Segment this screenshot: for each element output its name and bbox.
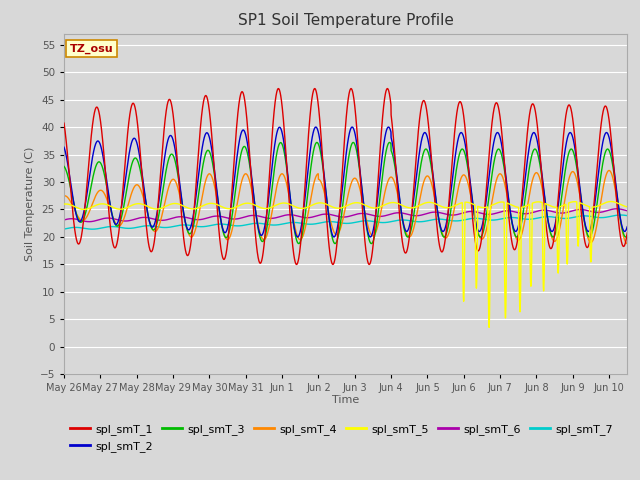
spl_smT_7 xyxy=(316,220,324,226)
spl_smT_3 xyxy=(619,228,627,234)
spl_smT_5 xyxy=(303,204,311,210)
spl_smT_5 xyxy=(316,200,324,206)
spl_smT_6 xyxy=(316,212,324,218)
spl_smT_7 xyxy=(304,221,312,227)
spl_smT_6 xyxy=(619,207,627,213)
X-axis label: Time: Time xyxy=(332,395,359,405)
spl_smT_7 xyxy=(60,226,68,232)
spl_smT_4 xyxy=(605,168,613,173)
Title: SP1 Soil Temperature Profile: SP1 Soil Temperature Profile xyxy=(237,13,454,28)
spl_smT_2 xyxy=(304,170,312,176)
spl_smT_4 xyxy=(619,230,627,236)
spl_smT_5 xyxy=(619,203,627,208)
spl_smT_2 xyxy=(505,196,513,202)
spl_smT_1 xyxy=(60,120,68,126)
spl_smT_1 xyxy=(304,141,312,147)
spl_smT_6 xyxy=(504,208,512,214)
spl_smT_5 xyxy=(607,199,614,204)
spl_smT_5 xyxy=(485,324,493,330)
Legend: spl_smT_1, spl_smT_2, spl_smT_3, spl_smT_4, spl_smT_5, spl_smT_6, spl_smT_7: spl_smT_1, spl_smT_2, spl_smT_3, spl_smT… xyxy=(70,424,612,452)
spl_smT_7 xyxy=(332,219,339,225)
spl_smT_6 xyxy=(332,213,339,219)
spl_smT_3 xyxy=(60,164,68,169)
Line: spl_smT_4: spl_smT_4 xyxy=(64,170,627,243)
Line: spl_smT_6: spl_smT_6 xyxy=(64,209,627,222)
spl_smT_4 xyxy=(332,231,339,237)
spl_smT_2 xyxy=(619,226,627,232)
spl_smT_4 xyxy=(379,200,387,206)
spl_smT_1 xyxy=(332,252,340,257)
spl_smT_2 xyxy=(60,144,68,150)
spl_smT_1 xyxy=(379,110,387,116)
Line: spl_smT_1: spl_smT_1 xyxy=(64,89,627,264)
spl_smT_6 xyxy=(623,208,631,214)
spl_smT_3 xyxy=(332,240,340,246)
spl_smT_6 xyxy=(612,206,620,212)
spl_smT_4 xyxy=(303,214,311,219)
spl_smT_2 xyxy=(379,147,387,153)
spl_smT_6 xyxy=(379,213,387,219)
spl_smT_2 xyxy=(623,224,631,229)
spl_smT_7 xyxy=(617,212,625,218)
spl_smT_1 xyxy=(275,86,282,92)
spl_smT_5 xyxy=(379,203,387,209)
spl_smT_4 xyxy=(623,240,631,246)
spl_smT_3 xyxy=(295,240,303,246)
Line: spl_smT_5: spl_smT_5 xyxy=(64,202,627,327)
spl_smT_3 xyxy=(505,197,513,203)
spl_smT_7 xyxy=(88,226,96,232)
spl_smT_3 xyxy=(379,169,387,175)
Line: spl_smT_3: spl_smT_3 xyxy=(64,143,627,243)
spl_smT_5 xyxy=(504,201,512,206)
spl_smT_5 xyxy=(332,205,339,211)
Line: spl_smT_7: spl_smT_7 xyxy=(64,215,627,229)
spl_smT_1 xyxy=(316,123,324,129)
spl_smT_5 xyxy=(60,201,68,207)
spl_smT_3 xyxy=(313,140,321,145)
spl_smT_3 xyxy=(304,192,312,197)
Text: TZ_osu: TZ_osu xyxy=(70,44,113,54)
spl_smT_7 xyxy=(623,213,631,218)
spl_smT_1 xyxy=(505,212,513,217)
Line: spl_smT_2: spl_smT_2 xyxy=(64,127,627,237)
spl_smT_6 xyxy=(60,217,68,223)
spl_smT_3 xyxy=(316,148,324,154)
spl_smT_7 xyxy=(504,215,512,220)
spl_smT_4 xyxy=(504,199,512,205)
spl_smT_3 xyxy=(623,233,631,239)
spl_smT_1 xyxy=(623,230,631,236)
spl_smT_7 xyxy=(379,220,387,226)
spl_smT_7 xyxy=(619,212,627,218)
spl_smT_6 xyxy=(304,215,312,221)
spl_smT_4 xyxy=(316,178,324,183)
spl_smT_2 xyxy=(294,234,301,240)
spl_smT_2 xyxy=(316,140,324,145)
spl_smT_4 xyxy=(60,193,68,199)
spl_smT_1 xyxy=(292,262,300,267)
Y-axis label: Soil Temperature (C): Soil Temperature (C) xyxy=(26,147,35,261)
spl_smT_5 xyxy=(623,204,631,210)
spl_smT_2 xyxy=(332,232,340,238)
spl_smT_6 xyxy=(85,219,93,225)
spl_smT_2 xyxy=(312,124,320,130)
spl_smT_1 xyxy=(619,243,627,249)
